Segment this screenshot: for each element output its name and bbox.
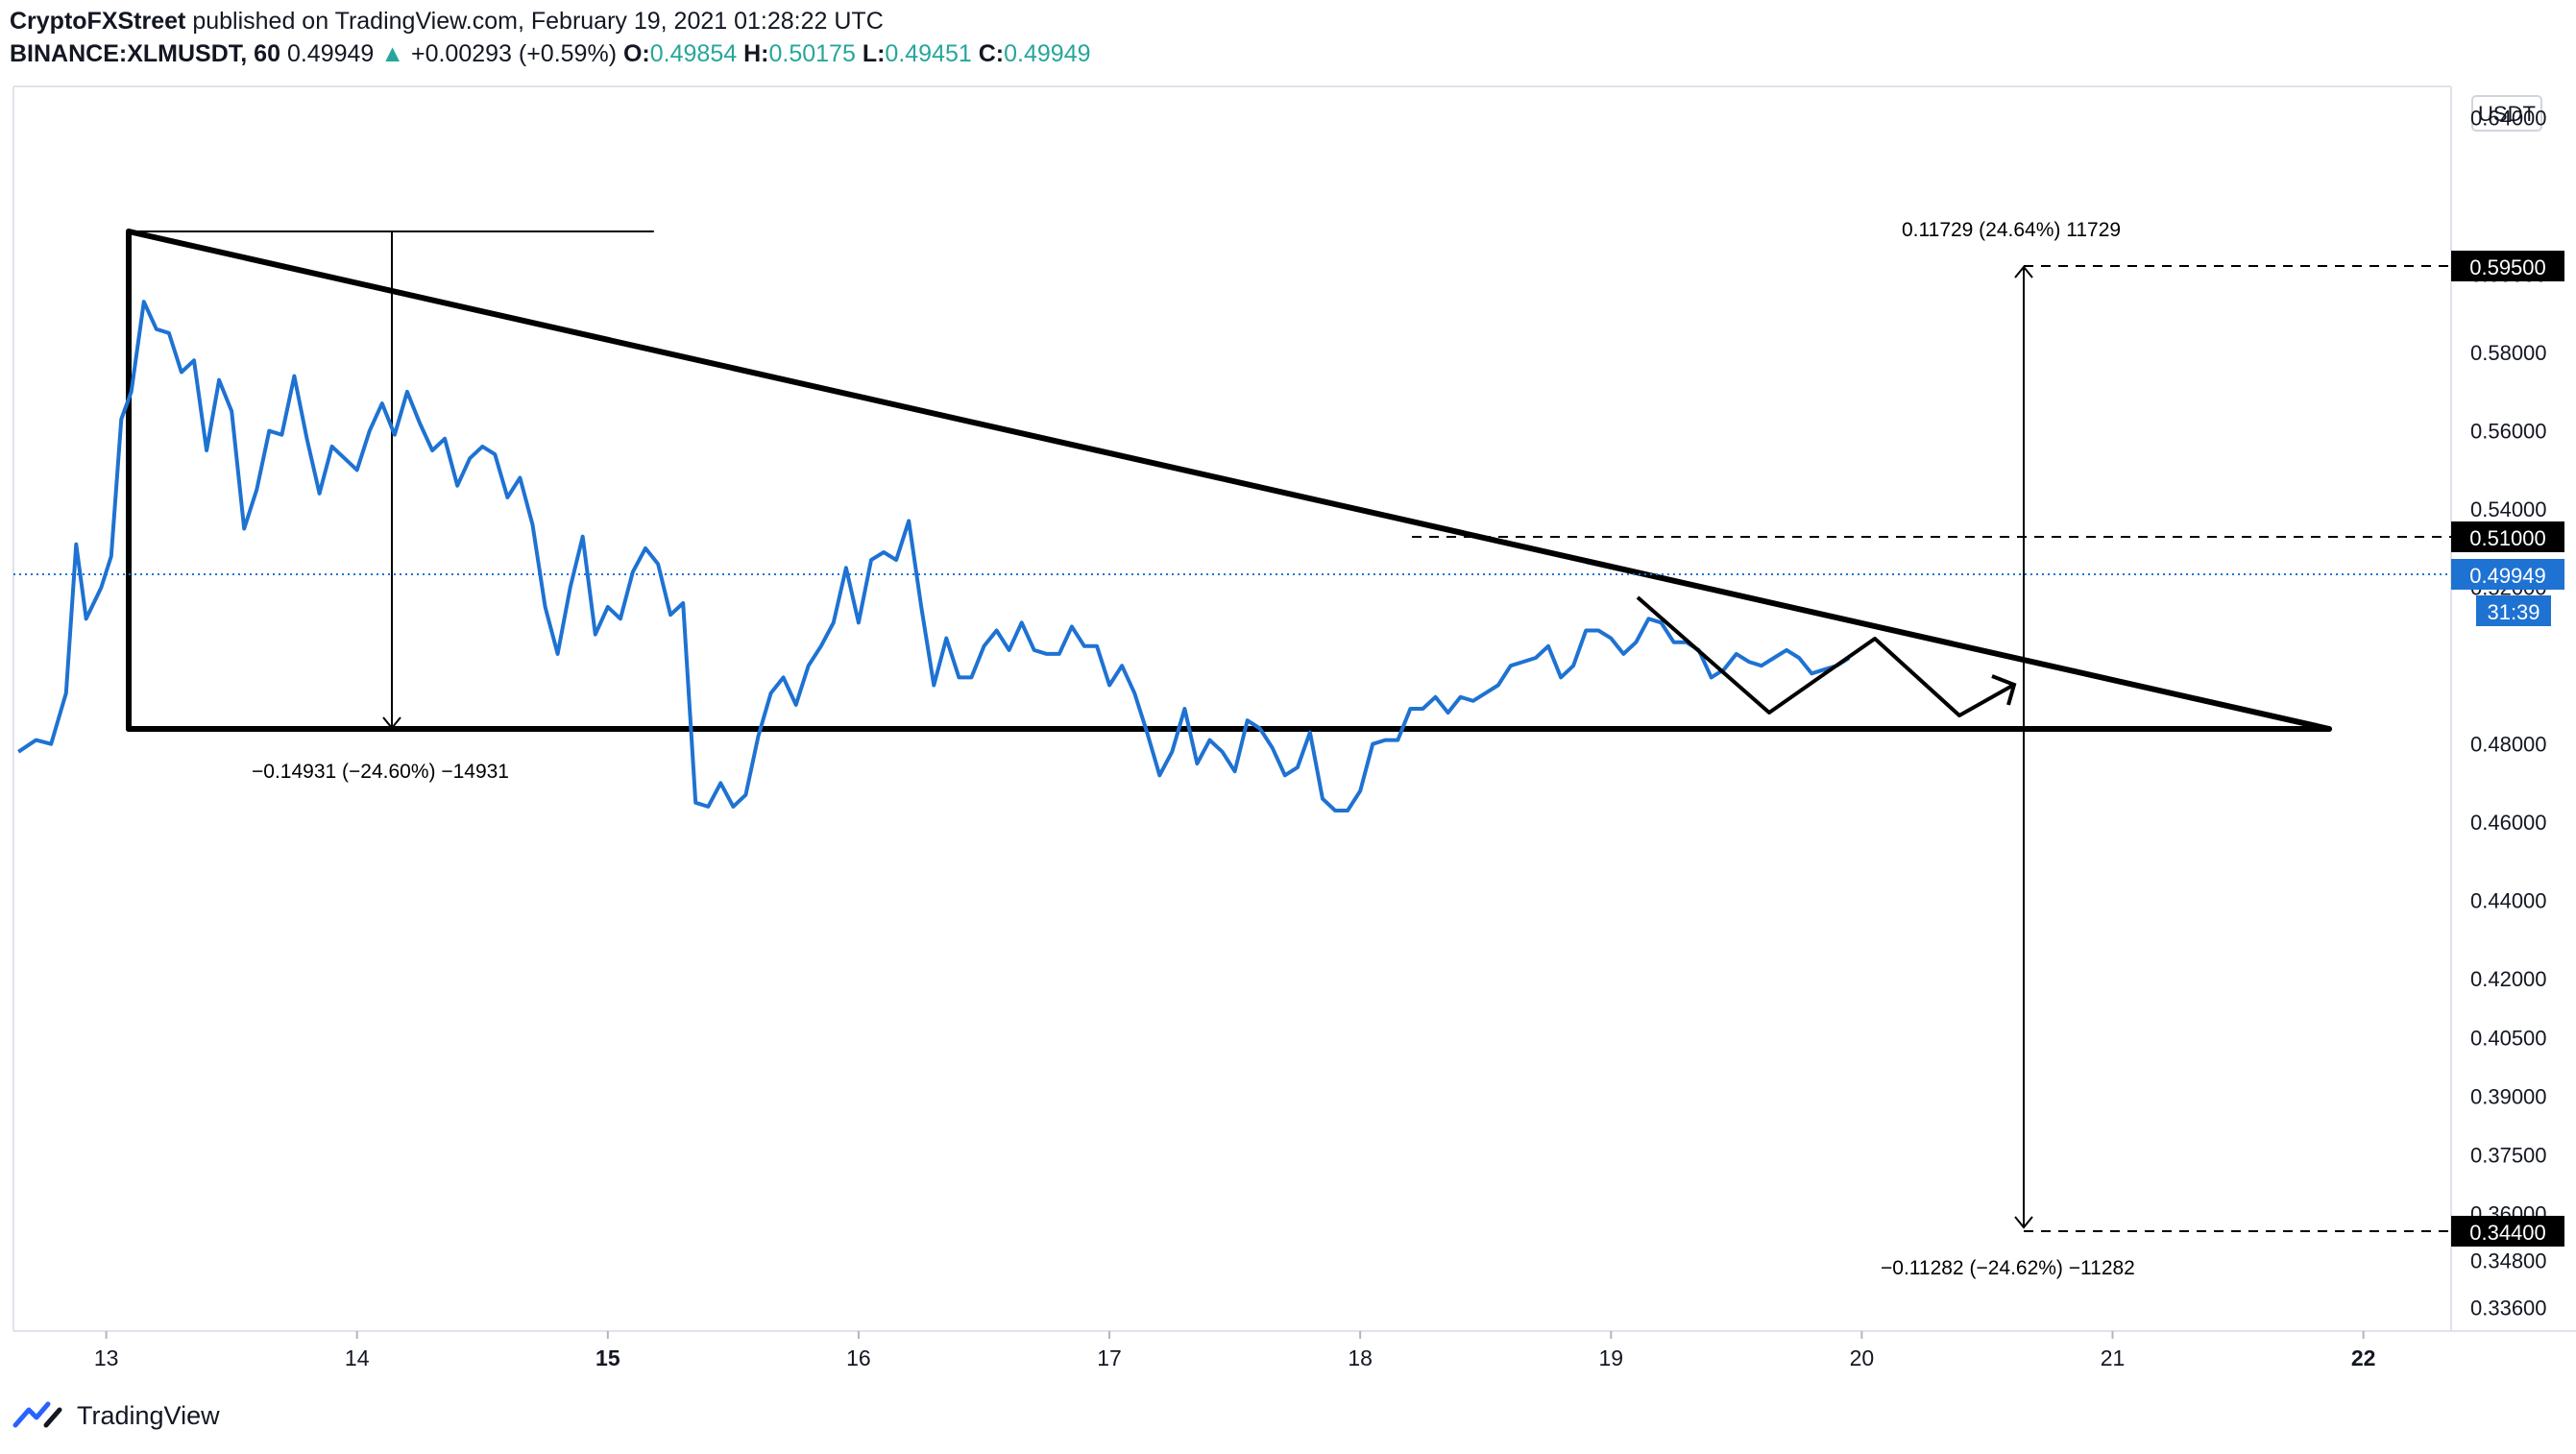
high-label: H: <box>743 40 769 67</box>
y-tick-label: 0.64000 <box>2470 107 2547 131</box>
x-tick-label: 16 <box>846 1345 871 1370</box>
descending-trendline <box>126 229 2332 732</box>
bottom-measure-label: −0.11282 (−24.62%) −11282 <box>1881 1257 2135 1279</box>
x-tick-label: 17 <box>1097 1345 1122 1370</box>
tradingview-brand: TradingView <box>77 1400 220 1430</box>
x-tick-label: 21 <box>2101 1345 2126 1370</box>
x-tick-label: 13 <box>94 1345 119 1370</box>
publish-info: CryptoFXStreet published on TradingView.… <box>10 6 884 36</box>
close-value: 0.49949 <box>1004 40 1091 67</box>
last-price: 0.49949 <box>286 40 375 67</box>
last-price-badge <box>2451 559 2564 590</box>
y-tick-label: 0.58000 <box>2470 341 2547 365</box>
y-tick-label: 0.37500 <box>2470 1144 2547 1168</box>
currency-badge-box[interactable] <box>2471 95 2542 132</box>
left-measure-label: −0.14931 (−24.60%) −14931 <box>252 761 509 783</box>
x-tick-label: 15 <box>595 1345 620 1370</box>
dashed-levels <box>1412 265 2451 1232</box>
left-measure-tool[interactable] <box>382 231 401 730</box>
tradingview-logo-icon <box>12 1401 62 1428</box>
projected-path-arrow[interactable] <box>1636 595 2013 717</box>
y-tick-label: 0.56000 <box>2470 420 2547 444</box>
downside-price-label: 0.34400 <box>2469 1221 2546 1245</box>
resistance-price-badge <box>2451 521 2564 552</box>
y-tick-label: 0.46000 <box>2470 811 2547 835</box>
symbol-name[interactable]: BINANCE:XLMUSDT, 60 <box>10 40 280 67</box>
y-tick-label: 0.40500 <box>2470 1026 2547 1050</box>
y-tick-label: 0.48000 <box>2470 733 2547 757</box>
countdown-label: 31:39 <box>2487 600 2540 624</box>
y-tick-label: 0.33600 <box>2470 1296 2547 1321</box>
target-price-badge <box>2451 251 2564 281</box>
price-badges[interactable]: 0.59500 0.51000 0.49949 31:39 0.34400 <box>2451 251 2564 1247</box>
open-value: 0.49854 <box>649 40 738 67</box>
currency-badge: USDT <box>2478 102 2536 126</box>
x-tick-label: 20 <box>1850 1345 1875 1370</box>
price-axis[interactable]: 0.640000.600000.580000.560000.540000.520… <box>2470 107 2547 1321</box>
last-price-label: 0.49949 <box>2469 564 2546 588</box>
open-label: O: <box>622 40 650 67</box>
price-change: +0.00293 (+0.59%) <box>410 40 618 67</box>
price-series-line[interactable] <box>17 300 1851 812</box>
target-price-label: 0.59500 <box>2469 255 2546 279</box>
low-value: 0.49451 <box>885 40 972 67</box>
resistance-price-label: 0.51000 <box>2469 526 2546 550</box>
x-tick-label: 19 <box>1598 1345 1623 1370</box>
symbol-legend: BINANCE:XLMUSDT, 60 0.49949 ▲ +0.00293 (… <box>10 38 1091 69</box>
publisher-name[interactable]: CryptoFXStreet <box>10 8 186 35</box>
x-tick-label: 18 <box>1348 1345 1373 1370</box>
y-tick-label: 0.34800 <box>2470 1249 2547 1273</box>
low-label: L: <box>862 40 886 67</box>
y-tick-label: 0.54000 <box>2470 497 2547 521</box>
up-arrow-icon: ▲ <box>380 40 405 67</box>
y-tick-label: 0.44000 <box>2470 889 2547 913</box>
downside-price-badge <box>2451 1216 2564 1247</box>
x-tick-label: 22 <box>2351 1345 2376 1370</box>
published-text: published on TradingView.com, February 1… <box>185 8 884 35</box>
countdown-badge <box>2476 595 2551 626</box>
right-measure-tool[interactable] <box>2014 265 2033 1229</box>
x-tick-label: 14 <box>345 1345 370 1370</box>
top-measure-label: 0.11729 (24.64%) 11729 <box>1902 219 2121 241</box>
projected-path-arrowhead <box>1991 674 2017 706</box>
high-value: 0.50175 <box>768 40 856 67</box>
y-tick-label: 0.39000 <box>2470 1084 2547 1108</box>
close-label: C: <box>978 40 1005 67</box>
y-tick-label: 0.42000 <box>2470 967 2547 991</box>
time-axis[interactable]: 13 14 15 16 17 18 19 20 21 22 <box>94 1331 2376 1370</box>
tradingview-logo[interactable]: TradingView <box>12 1400 220 1431</box>
